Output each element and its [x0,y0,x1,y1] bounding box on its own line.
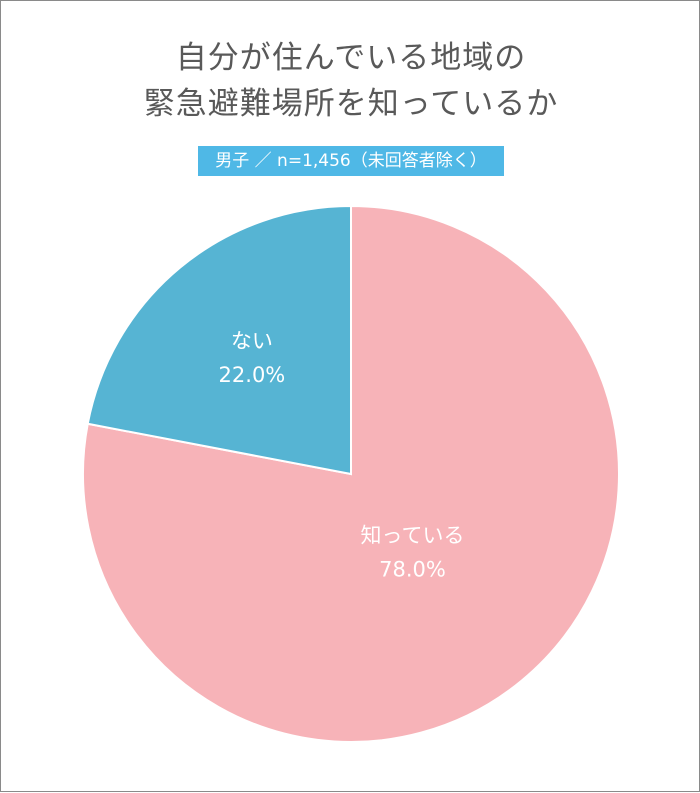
chart-title-line-2: 緊急避難場所を知っているか [143,86,559,122]
chart-title: 自分が住んでいる地域の 緊急避難場所を知っているか [1,35,700,127]
pie-slice-value-1: 22.0% [219,363,286,387]
chart-title-line-1: 自分が住んでいる地域の [175,40,527,76]
pie-slice-label-0: 知っている [361,523,465,547]
pie-slice-label-1: ない [231,329,273,353]
pie-slice-1 [86,204,352,476]
pie-slice-value-0: 78.0% [379,557,446,581]
sample-size-badge: 男子 ／ n=1,456（未回答者除く） [198,146,504,176]
